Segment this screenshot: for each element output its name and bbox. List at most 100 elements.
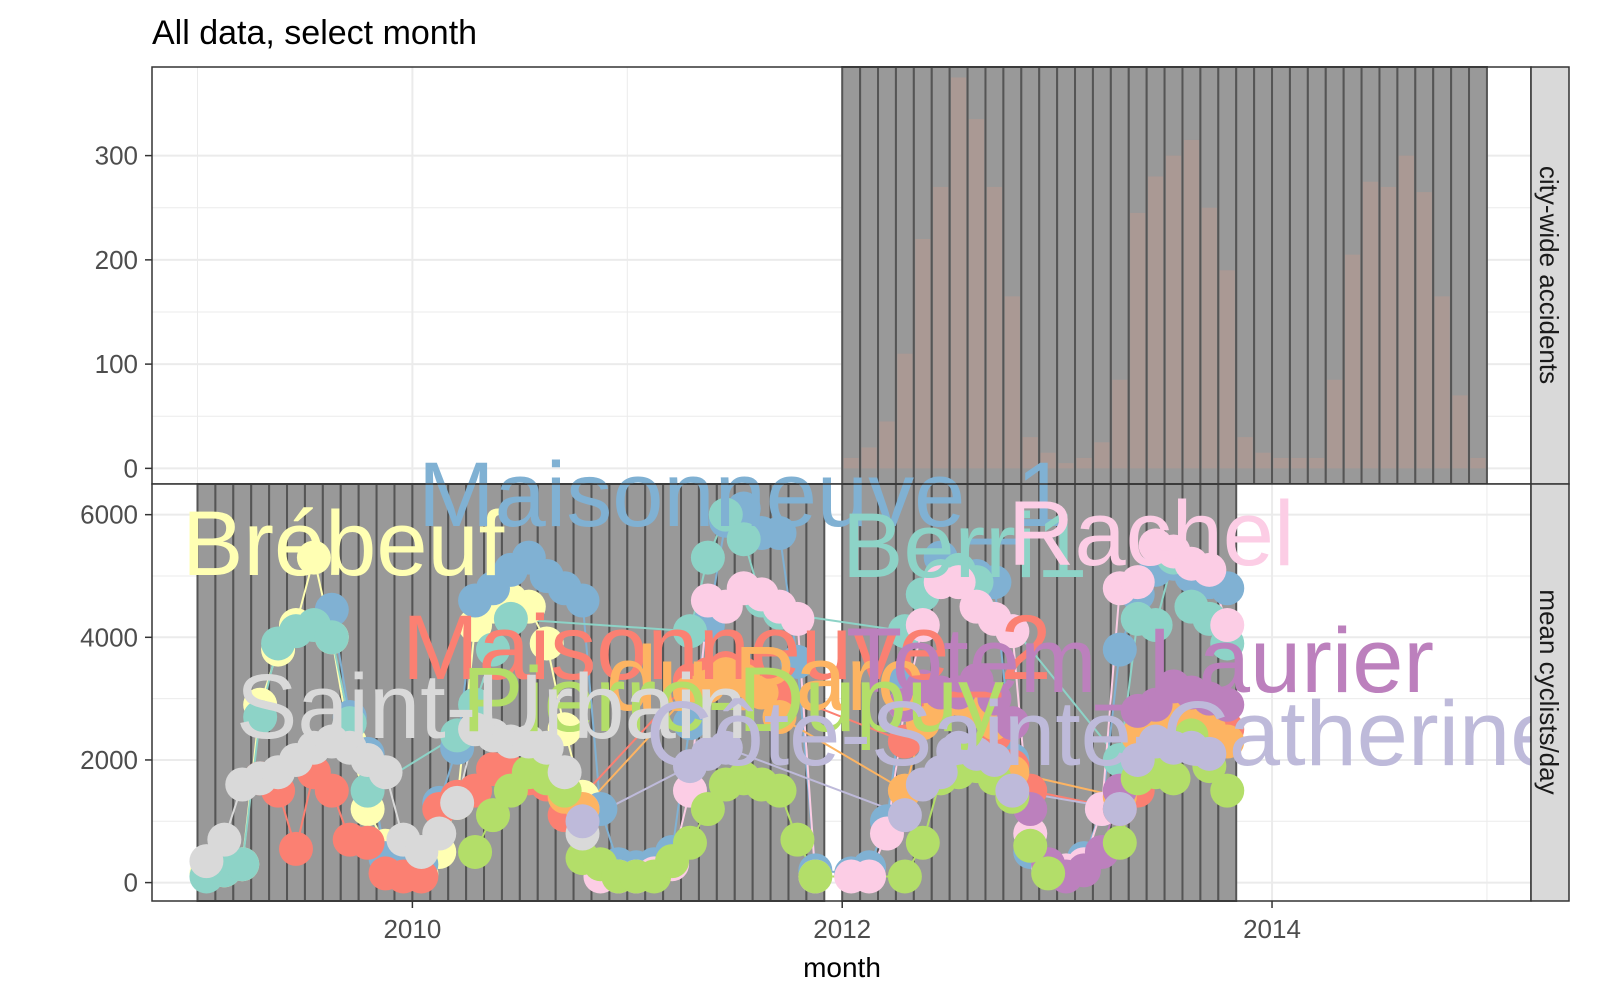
- x-axis: 2010 2012 2014: [383, 901, 1301, 944]
- series-point-Maisonneuve_1-2013-04: [1102, 632, 1137, 667]
- series-point-Pierre-Dupuy-2011-05: [690, 792, 725, 827]
- series-point-Saint-Urbain-2010-08: [529, 730, 564, 765]
- series-point-Pierre-Dupuy-2010-05: [475, 798, 510, 833]
- accident-bar-2014-01: [1273, 457, 1289, 469]
- accidents-panel: city-wide accidents 0 100 200 300: [95, 66, 1570, 485]
- accident-bar-2014-05: [1345, 254, 1361, 469]
- series-point-Berri1-2010-06: [493, 601, 528, 636]
- series-point-Rachel-2012-02: [852, 859, 887, 894]
- y-tick-label: 4000: [80, 622, 138, 652]
- month-selector-2014-03: [1306, 66, 1327, 485]
- series-point-Rachel-2012-05: [905, 608, 940, 643]
- x-axis-title: month: [803, 952, 881, 983]
- accident-bar-2014-10: [1434, 296, 1450, 469]
- series-point-Rachel-2011-10: [780, 601, 815, 636]
- x-tick-label: 2012: [813, 914, 871, 944]
- x-tick-label: 2014: [1243, 914, 1301, 944]
- series-point-Berri1-2009-03: [225, 847, 260, 882]
- series-point-Totem_Laurier-2013-10: [1210, 687, 1245, 722]
- accident-bar-2014-02: [1291, 457, 1307, 469]
- y-tick-label: 100: [95, 349, 138, 379]
- series-point-Côte-Sainte-Catherine-2012-10: [995, 773, 1030, 808]
- y-tick-label: 300: [95, 141, 138, 171]
- accident-bar-2012-03: [879, 421, 895, 469]
- series-point-Pierre-Dupuy-2012-05: [905, 825, 940, 860]
- accident-bar-2014-12: [1470, 457, 1486, 469]
- series-point-Berri1-2011-07: [726, 522, 761, 557]
- series-point-Pierre-Dupuy-2011-10: [780, 822, 815, 857]
- accident-bar-2014-11: [1452, 395, 1468, 469]
- series-point-Totem_Laurier-2012-10: [995, 706, 1030, 741]
- series-point-Maisonneuve_2-2009-06: [278, 831, 313, 866]
- accident-bar-2013-08: [1183, 139, 1200, 469]
- series-point-Rachel-2012-10: [995, 614, 1030, 649]
- series-point-Côte-Sainte-Catherine-2010-10: [565, 804, 600, 839]
- series-label-Pierre-Dupuy: Pierre-Dupuy: [462, 649, 1004, 751]
- series-point-Saint-Urbain-2010-02: [422, 816, 457, 851]
- series-point-Saint-Urbain-2010-03: [440, 785, 475, 820]
- series-point-Côte-Sainte-Catherine-2013-09: [1192, 736, 1227, 771]
- series-point-du Parc-2011-09: [762, 700, 797, 735]
- y-tick-label: 2000: [80, 745, 138, 775]
- accident-bar-2013-02: [1076, 457, 1092, 469]
- series-point-Berri1-2009-08: [314, 620, 349, 655]
- series-point-Côte-Sainte-Catherine-2012-09: [977, 742, 1012, 777]
- accident-bar-2013-10: [1219, 270, 1235, 469]
- accident-bar-2012-07: [951, 77, 967, 469]
- accident-bar-2012-04: [897, 353, 913, 469]
- cyclists-y-axis: 0 2000 4000 6000: [80, 500, 152, 898]
- cyclists-strip-label: mean cyclists/day: [1534, 589, 1564, 794]
- month-selector-2013-02: [1074, 66, 1094, 485]
- series-point-Berri1-2011-04: [672, 614, 707, 649]
- series-point-Maisonneuve_1-2010-10: [565, 583, 600, 618]
- series-point-Maisonneuve_2-2010-01: [404, 859, 439, 894]
- accident-bar-2012-12: [1040, 452, 1056, 469]
- series-point-Berri1-2011-06: [708, 497, 743, 532]
- series-label-Totem_Laurier: Totem_Laurier: [846, 610, 1434, 712]
- accident-bar-2013-04: [1112, 379, 1128, 469]
- month-selector-2013-03: [1091, 66, 1112, 485]
- series-point-Pierre-Dupuy-2013-10: [1210, 773, 1245, 808]
- series-point-Rachel-2013-09: [1192, 552, 1227, 587]
- accident-bar-2013-06: [1148, 176, 1164, 469]
- series-point-Brébeuf-2009-07: [296, 540, 331, 575]
- series-point-Pierre-Dupuy-2013-04: [1102, 825, 1137, 860]
- series-point-Côte-Sainte-Catherine-2013-04: [1102, 792, 1137, 827]
- series-point-Pierre-Dupuy-2011-04: [672, 825, 707, 860]
- y-tick-label: 0: [124, 453, 138, 483]
- series-point-Berri1-2013-06: [1138, 608, 1173, 643]
- accident-bar-2014-09: [1416, 192, 1432, 469]
- series-point-Brébeuf-2010-08: [529, 626, 564, 661]
- accident-bar-2012-05: [915, 239, 931, 469]
- accident-bar-2012-11: [1022, 437, 1038, 469]
- series-label-Saint-Urbain: Saint-Urbain: [236, 656, 747, 758]
- series-point-Saint-Urbain-2009-02: [207, 822, 242, 857]
- month-selector-2013-01: [1056, 66, 1077, 485]
- series-point-Berri1-2011-05: [690, 540, 725, 575]
- accidents-y-axis: 0 100 200 300: [95, 141, 152, 483]
- month-selector-2013-12: [1253, 66, 1274, 485]
- accident-bar-2014-07: [1380, 186, 1397, 469]
- series-label-Maisonneuve_1: Maisonneuve_1: [418, 444, 1068, 546]
- cyclists-series-points: [189, 491, 1245, 894]
- series-point-Totem_Laurier-2012-09: [977, 681, 1012, 716]
- month-selector-2014-12: [1468, 66, 1488, 485]
- accident-bar-2013-01: [1058, 463, 1074, 469]
- series-point-Saint-Urbain-2009-11: [368, 755, 403, 790]
- accident-bar-2013-12: [1255, 452, 1271, 469]
- month-selector-2012-01: [841, 66, 862, 485]
- accident-bar-2013-03: [1094, 442, 1110, 469]
- x-tick-label: 2010: [383, 914, 441, 944]
- accidents-bars: [843, 77, 1486, 469]
- month-selector-2013-11: [1235, 66, 1256, 485]
- month-selector-2012-11: [1020, 66, 1041, 485]
- y-tick-label: 6000: [80, 500, 138, 530]
- accident-bar-2013-07: [1165, 155, 1182, 469]
- series-point-Pierre-Dupuy-2012-12: [1031, 856, 1066, 891]
- accident-bar-2014-04: [1327, 379, 1343, 469]
- series-point-Saint-Urbain-2010-09: [547, 755, 582, 790]
- series-point-Rachel-2013-05: [1120, 565, 1155, 600]
- y-tick-label: 200: [95, 245, 138, 275]
